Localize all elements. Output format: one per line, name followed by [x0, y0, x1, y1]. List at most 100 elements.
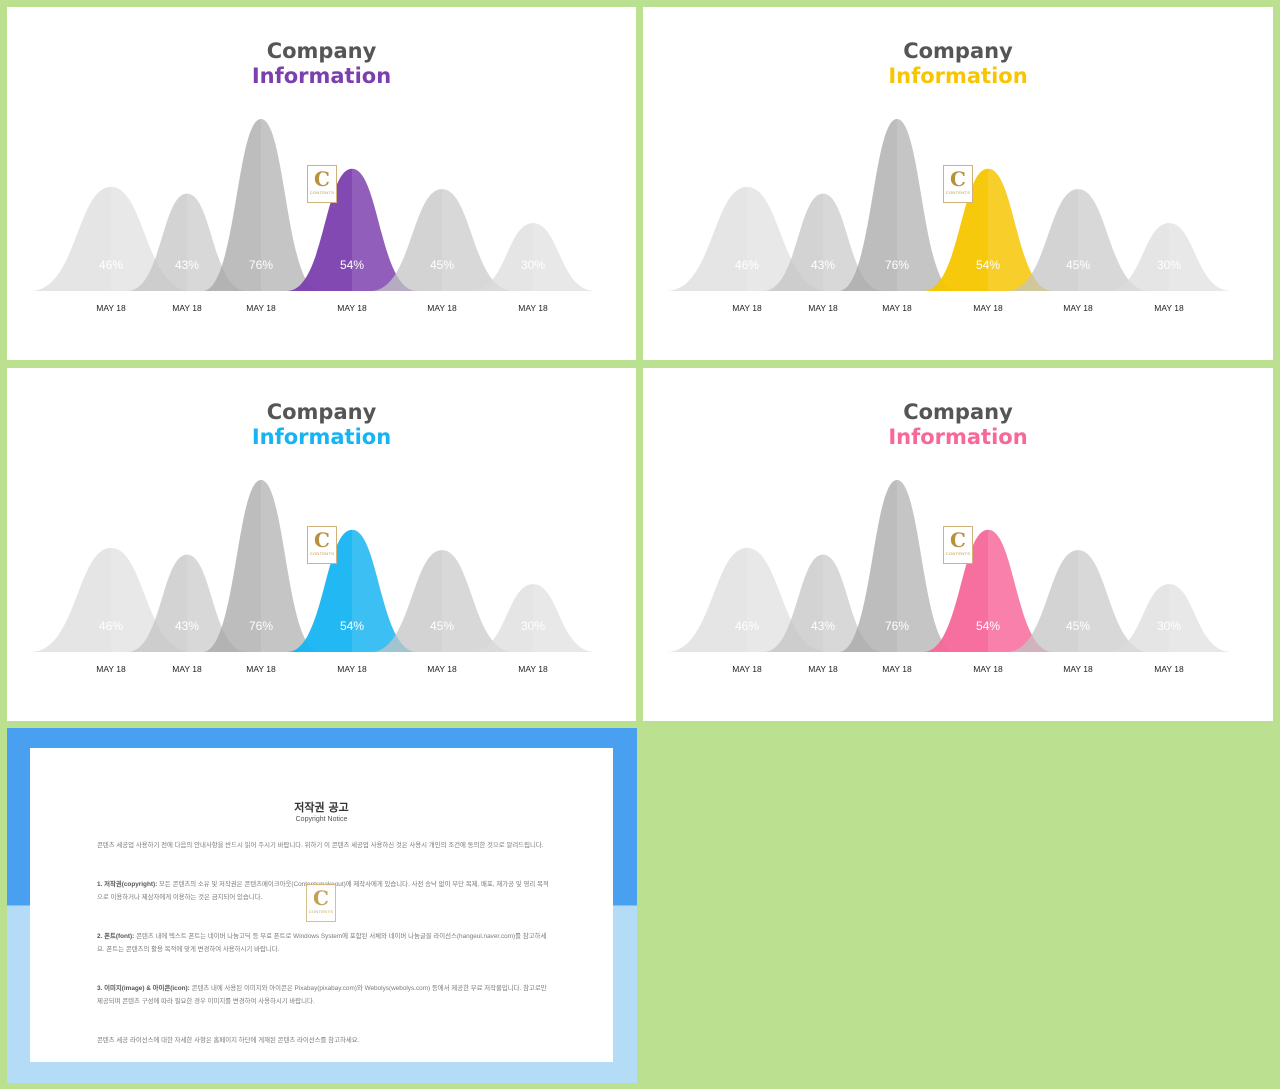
slide-title-information: Information: [251, 64, 392, 88]
bell-curve-2: [763, 193, 883, 291]
notice-subtitle: Copyright Notice: [295, 816, 348, 823]
category-label: MAY 18: [96, 664, 126, 674]
bell-curve-sheen-6: [1169, 223, 1232, 291]
contents-logo: C CONTENTS: [943, 165, 973, 203]
slide-title-information: Information: [251, 425, 392, 449]
bell-curve-chart: 46% MAY 18 43% MAY 18 76% MAY 18 54% MAY 18 45% M…: [30, 119, 596, 313]
contents-logo: C CONTENTS: [307, 165, 337, 203]
category-label: MAY 18: [337, 664, 367, 674]
bell-curve-sheen-2: [187, 554, 247, 652]
value-label: 46%: [735, 258, 759, 272]
bell-curve-sheen-4: [352, 168, 417, 291]
notice-intro: 콘텐츠 세공업 사용하기 전에 다음의 안내사항을 반드시 읽어 주시기 바랍니…: [97, 842, 544, 849]
slide-2: Company Information 46% MAY 18 43% MAY 18 76…: [643, 7, 1273, 360]
category-label: MAY 18: [882, 664, 912, 674]
notice-font-paragraph: 2. 폰트(font): 콘텐츠 내에 텍스트 폰트는 네이버 나눔고딕 등 무…: [97, 930, 549, 956]
notice-image-paragraph: 3. 이미지(image) & 아이콘(icon): 콘텐츠 내에 사용된 이미…: [97, 982, 549, 1008]
bell-curve-sheen-5: [1078, 550, 1150, 652]
slide-title-company: Company: [266, 400, 377, 424]
copyright-notice-slide: 저작권 공고 Copyright Notice 콘텐츠 세공업 사용하기 전에 …: [7, 728, 637, 1083]
value-label: 54%: [340, 258, 364, 272]
category-label: MAY 18: [96, 303, 126, 313]
bell-curve-sheen-6: [533, 584, 596, 652]
value-label: 43%: [175, 258, 199, 272]
notice-card: 저작권 공고 Copyright Notice 콘텐츠 세공업 사용하기 전에 …: [30, 748, 613, 1062]
value-label: 54%: [976, 619, 1000, 633]
bell-curve-sheen-2: [823, 554, 883, 652]
bell-curve-sheen-2: [823, 193, 883, 291]
value-label: 43%: [811, 619, 835, 633]
bell-curve-chart: 46% MAY 18 43% MAY 18 76% MAY 18 54% MAY 18 45% M…: [666, 119, 1232, 313]
value-label: 46%: [99, 619, 123, 633]
value-label: 30%: [521, 258, 545, 272]
category-label: MAY 18: [808, 303, 838, 313]
notice-copyright-paragraph: 1. 저작권(copyright): 모든 콘텐츠의 소유 및 저작권은 콘텐츠…: [97, 878, 549, 904]
value-label: 45%: [430, 258, 454, 272]
value-label: 45%: [430, 619, 454, 633]
bell-curve-4: [287, 529, 417, 652]
value-label: 45%: [1066, 258, 1090, 272]
slide-4: Company Information 46% MAY 18 43% MAY 18 76…: [643, 368, 1273, 721]
bell-curve-sheen-3: [261, 480, 320, 652]
notice-font-body: 콘텐츠 내에 텍스트 폰트는 네이버 나눔고딕 등 무료 폰트로 Windows…: [97, 933, 547, 953]
category-label: MAY 18: [973, 303, 1003, 313]
contents-logo: C CONTENTS: [306, 884, 336, 922]
bell-curve-5: [370, 189, 514, 291]
bell-curve-sheen-3: [897, 480, 956, 652]
slide-3: Company Information 46% MAY 18 43% MAY 18 76…: [7, 368, 636, 721]
value-label: 43%: [811, 258, 835, 272]
category-label: MAY 18: [246, 664, 276, 674]
slide-title-information: Information: [888, 64, 1028, 88]
notice-image-body: 콘텐츠 내에 사용된 이미지와 아이콘은 Pixabay(pixabay.com…: [97, 985, 547, 1005]
category-label: MAY 18: [427, 303, 457, 313]
slide-title-information: Information: [888, 425, 1028, 449]
category-label: MAY 18: [518, 303, 548, 313]
bell-curve-4: [923, 529, 1053, 652]
bell-curve-6: [470, 584, 596, 652]
category-label: MAY 18: [172, 664, 202, 674]
bell-curve-6: [470, 223, 596, 291]
notice-font-heading: 2. 폰트(font):: [97, 933, 135, 940]
category-label: MAY 18: [732, 664, 762, 674]
value-label: 76%: [249, 619, 273, 633]
bell-curve-2: [127, 554, 247, 652]
bell-curve-3: [838, 480, 956, 652]
notice-image-heading: 3. 이미지(image) & 아이콘(icon):: [97, 985, 190, 992]
bell-curve-6: [1106, 223, 1232, 291]
bell-curve-3: [202, 480, 320, 652]
bell-curve-sheen-5: [442, 189, 514, 291]
category-label: MAY 18: [973, 664, 1003, 674]
category-label: MAY 18: [172, 303, 202, 313]
category-label: MAY 18: [518, 664, 548, 674]
bell-curve-sheen-5: [1078, 189, 1150, 291]
category-label: MAY 18: [1154, 664, 1184, 674]
category-label: MAY 18: [1063, 303, 1093, 313]
slide-title-company: Company: [903, 400, 1013, 424]
bell-curve-sheen-1: [111, 186, 192, 291]
category-label: MAY 18: [246, 303, 276, 313]
bell-curve-1: [30, 186, 192, 291]
value-label: 46%: [735, 619, 759, 633]
value-label: 30%: [1157, 258, 1181, 272]
bell-curve-sheen-1: [747, 547, 828, 652]
notice-copyright-body: 모든 콘텐츠의 소유 및 저작권은 콘텐츠메이크아웃(Contentsmakeo…: [97, 881, 549, 901]
value-label: 54%: [976, 258, 1000, 272]
bell-curve-4: [287, 168, 417, 291]
category-label: MAY 18: [808, 664, 838, 674]
value-label: 46%: [99, 258, 123, 272]
category-label: MAY 18: [1154, 303, 1184, 313]
contents-logo: C CONTENTS: [307, 526, 337, 564]
bell-curve-chart: 46% MAY 18 43% MAY 18 76% MAY 18 54% MAY 18 45% M…: [30, 480, 596, 674]
bell-curve-sheen-3: [261, 119, 320, 291]
bell-curve-sheen-4: [352, 529, 417, 652]
bell-curve-5: [370, 550, 514, 652]
category-label: MAY 18: [882, 303, 912, 313]
bell-curve-sheen-1: [747, 186, 828, 291]
bell-curve-3: [838, 119, 956, 291]
bell-curve-sheen-4: [988, 529, 1053, 652]
slide-1: Company Information 46% MAY 18 43% MAY 18 76…: [7, 7, 636, 360]
bell-curve-chart: 46% MAY 18 43% MAY 18 76% MAY 18 54% MAY 18 45% M…: [666, 480, 1232, 674]
bell-curve-4: [923, 168, 1053, 291]
bell-curve-3: [202, 119, 320, 291]
slide-title-company: Company: [903, 39, 1013, 63]
